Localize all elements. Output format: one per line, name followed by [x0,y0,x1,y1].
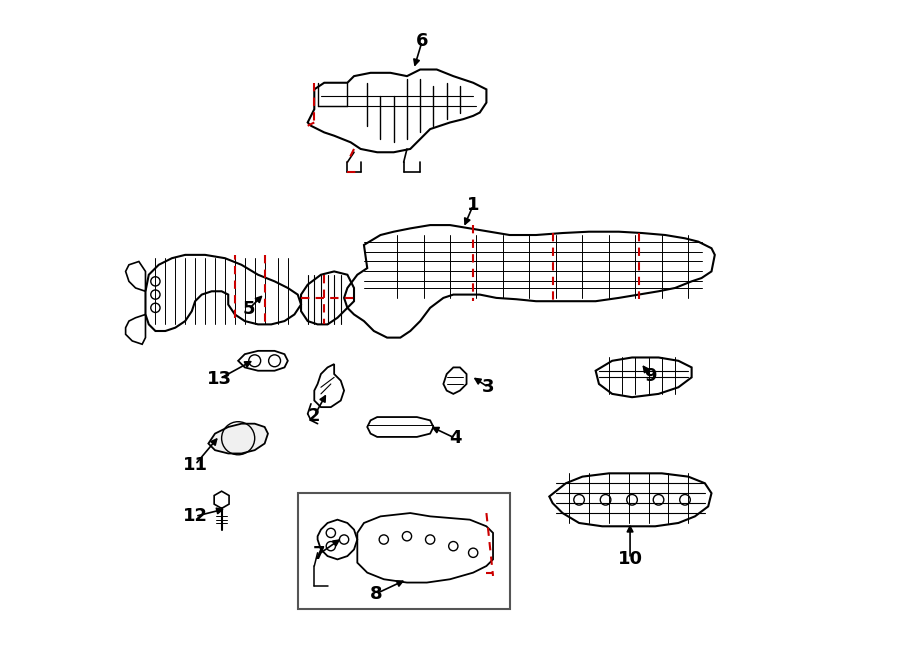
Text: 13: 13 [207,369,232,388]
Text: 4: 4 [449,429,462,448]
Text: 8: 8 [370,585,382,603]
Text: 2: 2 [308,406,320,425]
Text: 5: 5 [242,300,255,318]
Text: 12: 12 [183,507,208,526]
Text: 10: 10 [617,549,643,568]
Bar [298,493,509,609]
Text: 9: 9 [644,367,657,385]
Text: 11: 11 [183,455,208,474]
Text: 3: 3 [482,378,495,397]
Polygon shape [209,424,268,453]
Text: 7: 7 [312,545,325,563]
Text: 1: 1 [467,196,480,214]
Text: 6: 6 [416,32,428,50]
